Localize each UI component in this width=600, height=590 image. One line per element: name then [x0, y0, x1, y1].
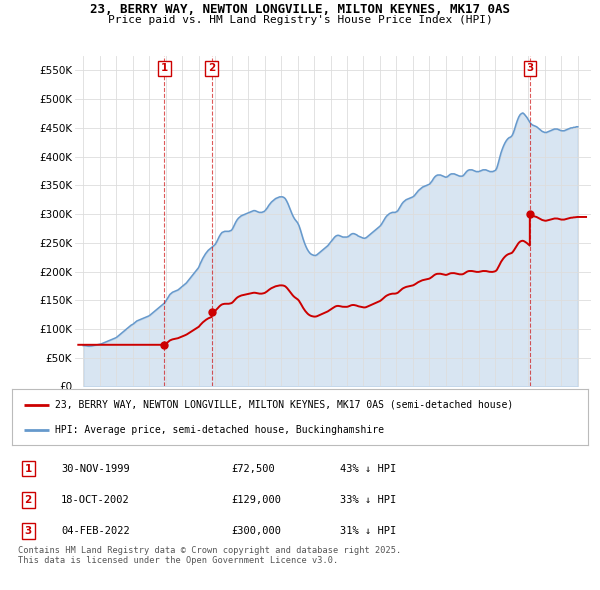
Text: 2: 2 — [25, 494, 32, 504]
Text: 23, BERRY WAY, NEWTON LONGVILLE, MILTON KEYNES, MK17 0AS (semi-detached house): 23, BERRY WAY, NEWTON LONGVILLE, MILTON … — [55, 399, 514, 409]
Text: Price paid vs. HM Land Registry's House Price Index (HPI): Price paid vs. HM Land Registry's House … — [107, 15, 493, 25]
Text: 2: 2 — [208, 63, 215, 73]
Text: 43% ↓ HPI: 43% ↓ HPI — [340, 464, 397, 474]
Text: 04-FEB-2022: 04-FEB-2022 — [61, 526, 130, 536]
Text: £72,500: £72,500 — [231, 464, 275, 474]
Text: 31% ↓ HPI: 31% ↓ HPI — [340, 526, 397, 536]
Text: 3: 3 — [25, 526, 32, 536]
Text: 33% ↓ HPI: 33% ↓ HPI — [340, 494, 397, 504]
Text: 3: 3 — [526, 63, 533, 73]
Text: £300,000: £300,000 — [231, 526, 281, 536]
Text: HPI: Average price, semi-detached house, Buckinghamshire: HPI: Average price, semi-detached house,… — [55, 425, 384, 435]
Text: 18-OCT-2002: 18-OCT-2002 — [61, 494, 130, 504]
Text: 30-NOV-1999: 30-NOV-1999 — [61, 464, 130, 474]
Text: 1: 1 — [161, 63, 168, 73]
Text: 23, BERRY WAY, NEWTON LONGVILLE, MILTON KEYNES, MK17 0AS: 23, BERRY WAY, NEWTON LONGVILLE, MILTON … — [90, 3, 510, 16]
Text: Contains HM Land Registry data © Crown copyright and database right 2025.
This d: Contains HM Land Registry data © Crown c… — [18, 546, 401, 565]
Text: £129,000: £129,000 — [231, 494, 281, 504]
Text: 1: 1 — [25, 464, 32, 474]
